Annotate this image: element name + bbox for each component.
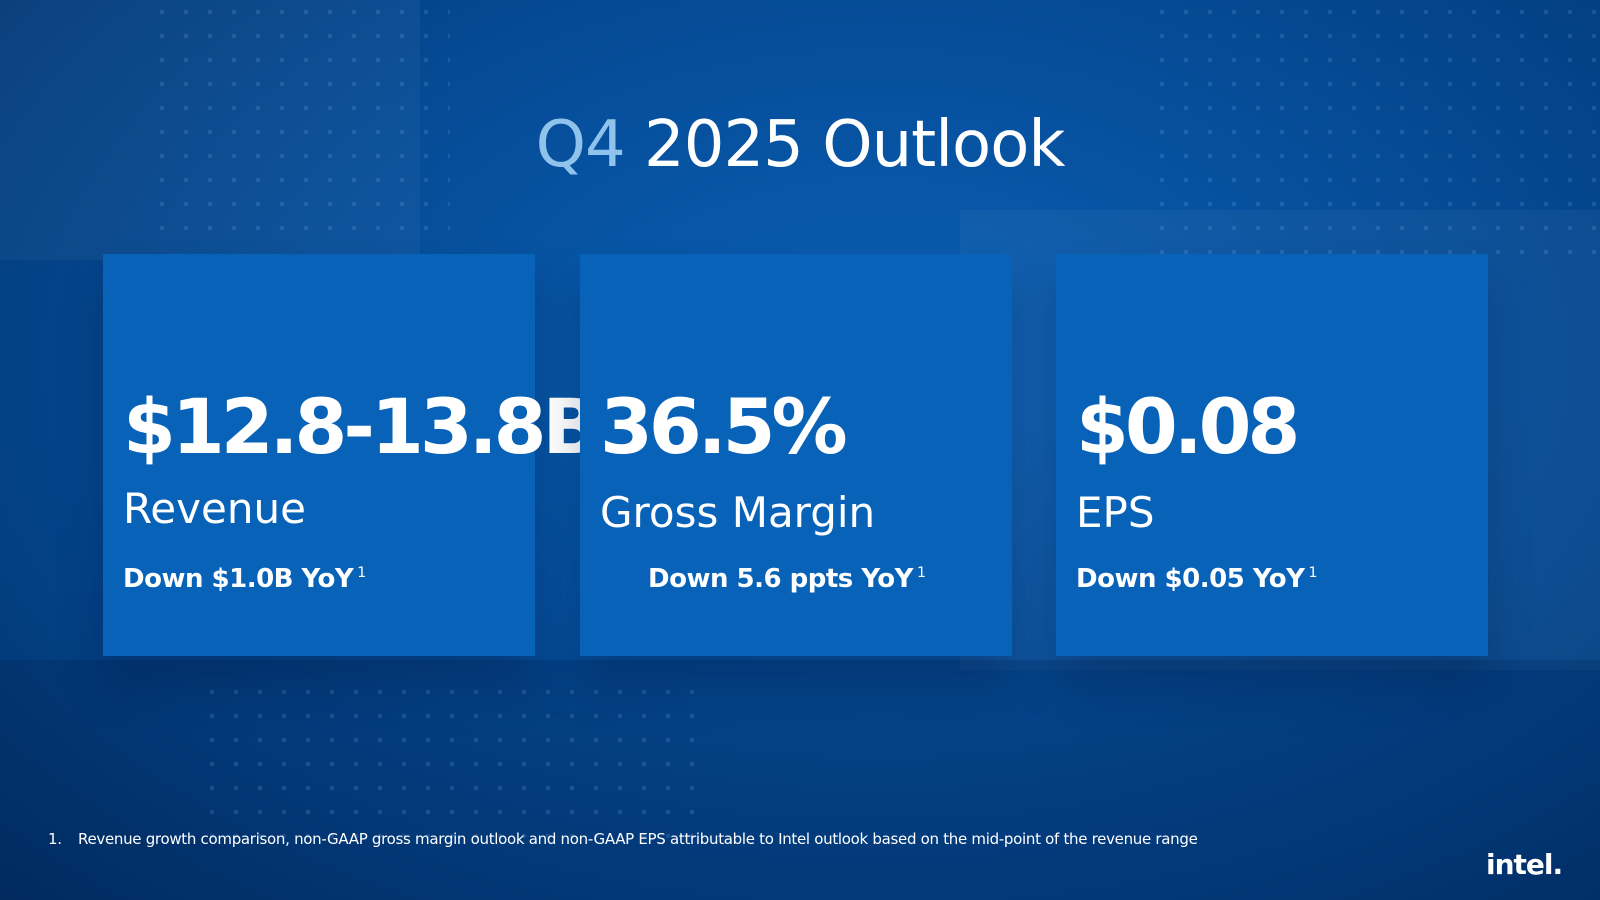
title-prefix: Q4 — [535, 108, 626, 182]
card: 36.5% Gross Margin Down 5.6 ppts YoY 1 — [580, 254, 1012, 656]
logo: intel. — [1486, 848, 1563, 881]
card-note: Down $1.0B YoY 1 — [123, 564, 366, 594]
background-dots — [200, 680, 700, 840]
card-note: Down $0.05 YoY 1 — [1076, 564, 1317, 594]
footnote-number: 1. — [48, 830, 62, 848]
card-label: EPS — [1076, 488, 1155, 537]
note-text: Down $0.05 YoY — [1076, 564, 1305, 594]
note-text: Down $1.0B YoY — [123, 564, 354, 594]
card: $0.08 EPS Down $0.05 YoY 1 — [1056, 254, 1488, 656]
card-value: 36.5% — [600, 382, 848, 471]
card-value: $0.08 — [1076, 382, 1300, 471]
card-label: Gross Margin — [600, 488, 876, 537]
footnote-ref: 1 — [916, 565, 926, 582]
title-text: 2025 Outlook — [644, 108, 1065, 182]
card: $12.8-13.8B Revenue Down $1.0B YoY 1 — [103, 254, 600, 656]
background-block — [0, 0, 420, 260]
card-note: Down 5.6 ppts YoY 1 — [648, 564, 926, 594]
background-dots — [150, 0, 450, 250]
background-dots — [1150, 0, 1600, 260]
footnote-ref: 1 — [357, 565, 366, 582]
card-value: $12.8-13.8B — [123, 382, 600, 471]
title: Q4 2025 Outlook — [0, 108, 1600, 182]
footnote-ref: 1 — [1308, 565, 1317, 582]
note-text: Down 5.6 ppts YoY — [648, 564, 913, 594]
background-block — [0, 660, 1600, 900]
footnote-text: Revenue growth comparison, non-GAAP gros… — [78, 830, 1198, 848]
card-label: Revenue — [123, 484, 306, 533]
